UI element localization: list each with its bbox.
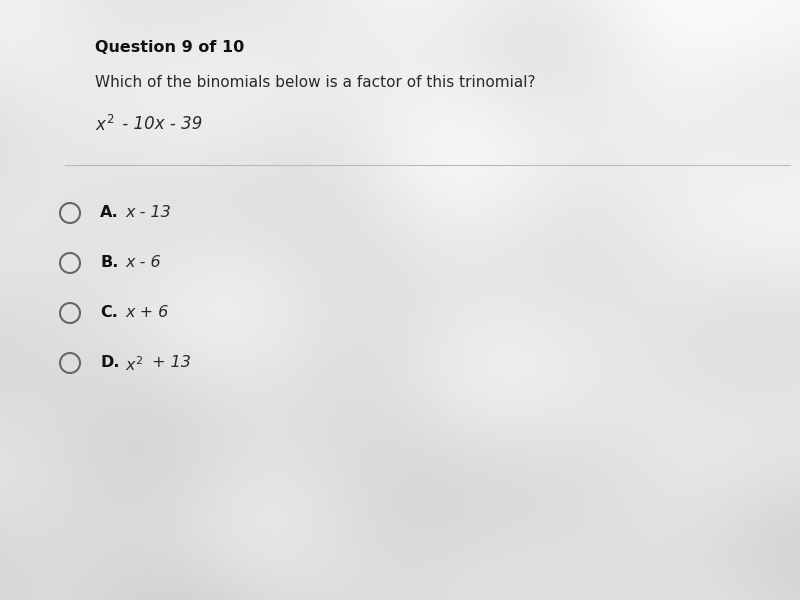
Text: + 13: + 13: [147, 355, 191, 370]
Text: - 10x - 39: - 10x - 39: [117, 115, 202, 133]
Text: $x^2$: $x^2$: [95, 115, 114, 135]
Text: A.: A.: [100, 205, 118, 220]
Text: x + 6: x + 6: [125, 305, 168, 320]
Text: B.: B.: [100, 255, 118, 270]
Text: x - 6: x - 6: [125, 255, 161, 270]
Text: D.: D.: [100, 355, 119, 370]
Text: Question 9 of 10: Question 9 of 10: [95, 40, 244, 55]
Text: Which of the binomials below is a factor of this trinomial?: Which of the binomials below is a factor…: [95, 75, 535, 90]
Text: x - 13: x - 13: [125, 205, 170, 220]
Text: C.: C.: [100, 305, 118, 320]
Text: $x^2$: $x^2$: [125, 355, 143, 374]
